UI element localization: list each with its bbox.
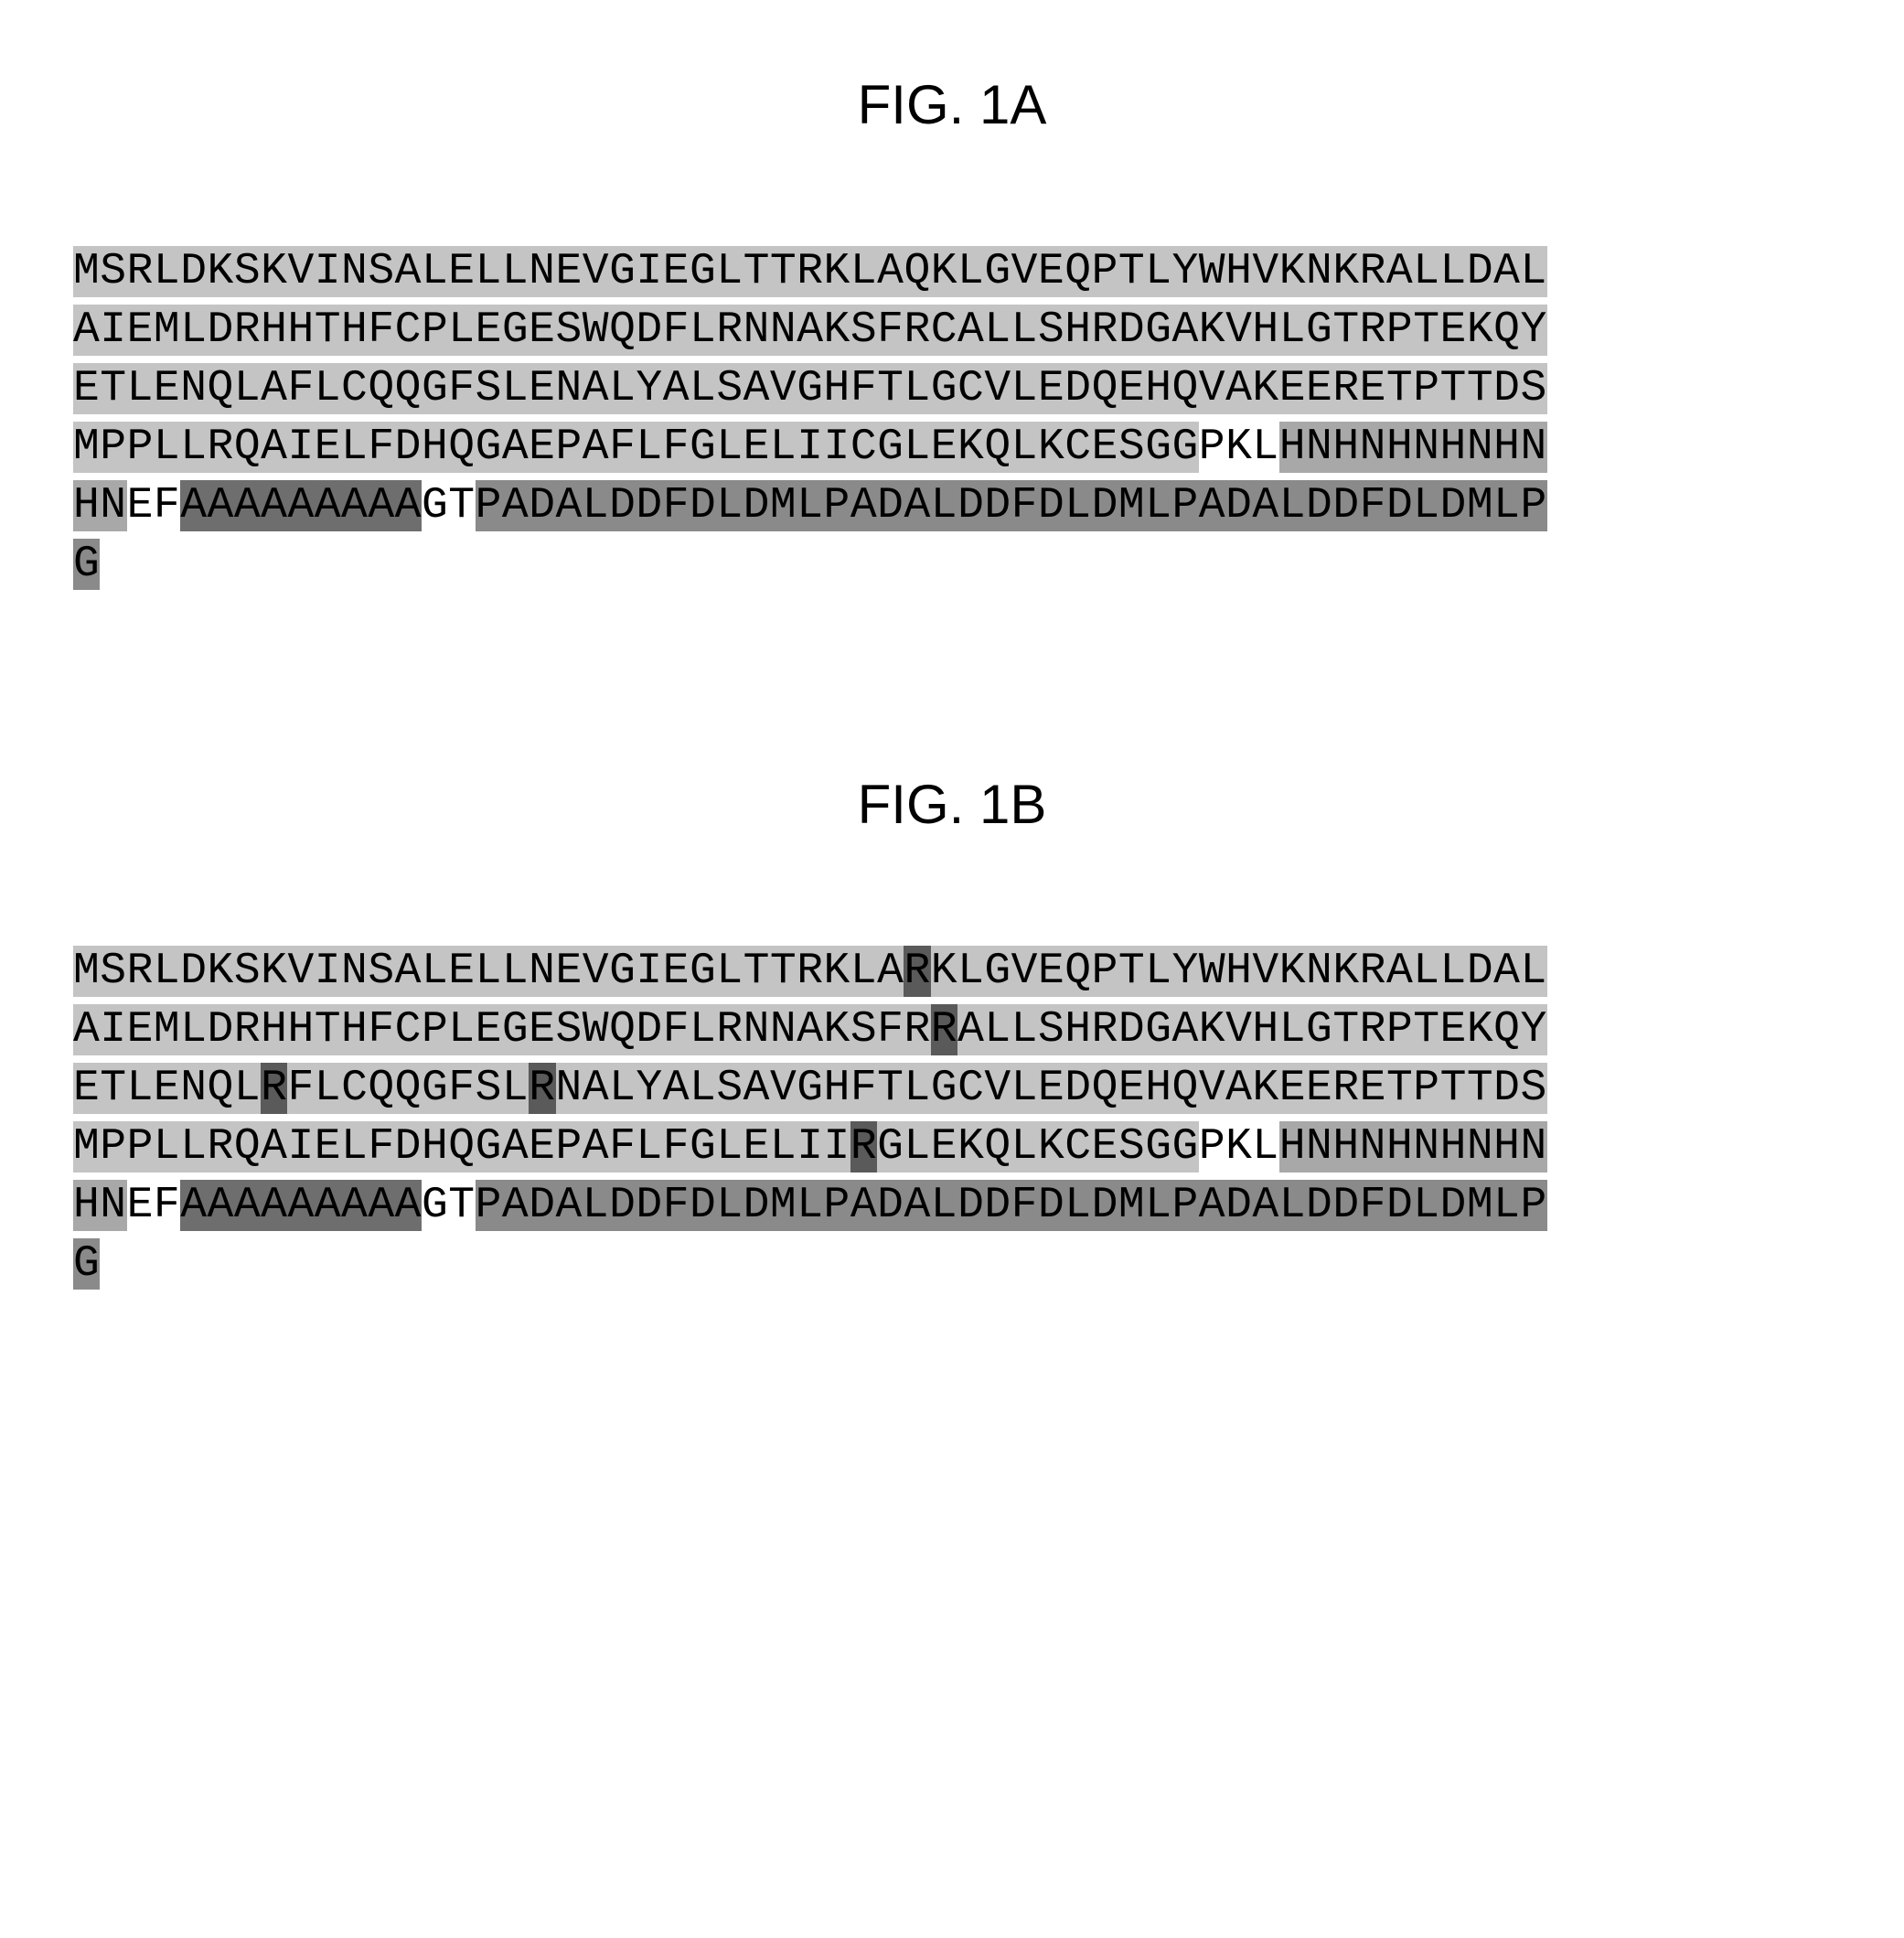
sequence-segment: R: [529, 1063, 555, 1114]
sequence-segment: ETLENQL: [73, 1063, 261, 1114]
sequence-line: AIEMLDRHHTHFCPLEGESWQDFLRNNAKSFRCALLSHRD…: [73, 305, 1831, 356]
sequence-line: ETLENQLAFLCQQGFSLENALYALSAVGHFTLGCVLEDQE…: [73, 363, 1831, 414]
figure-1b-sequence: MSRLDKSKVINSALELLNEVGIEGLTTRKLARKLGVEQPT…: [73, 946, 1831, 1290]
sequence-segment: MPPLLRQAIELFDHQGAEPAFLFGLELIICGLEKQLKCES…: [73, 422, 1199, 473]
sequence-segment: KLGVEQPTLYWHVKNKRALLDAL: [931, 946, 1547, 997]
figure-1a-sequence: MSRLDKSKVINSALELLNEVGIEGLTTRKLAQKLGVEQPT…: [73, 246, 1831, 590]
sequence-segment: MPPLLRQAIELFDHQGAEPAFLFGLELII: [73, 1121, 850, 1172]
sequence-segment: HN: [73, 480, 127, 531]
sequence-segment: AIEMLDRHHTHFCPLEGESWQDFLRNNAKSFR: [73, 1004, 931, 1055]
sequence-segment: GT: [422, 480, 476, 531]
sequence-line: ETLENQLRFLCQQGFSLRNALYALSAVGHFTLGCVLEDQE…: [73, 1063, 1831, 1114]
sequence-segment: EF: [127, 1180, 181, 1231]
sequence-segment: GT: [422, 1180, 476, 1231]
sequence-segment: MSRLDKSKVINSALELLNEVGIEGLTTRKLA: [73, 946, 904, 997]
sequence-line: G: [73, 1238, 1831, 1290]
figure-container: FIG. 1A MSRLDKSKVINSALELLNEVGIEGLTTRKLAQ…: [0, 0, 1904, 1352]
sequence-segment: AAAAAAAAA: [180, 1180, 422, 1231]
sequence-segment: GLEKQLKCESGG: [877, 1121, 1199, 1172]
sequence-segment: MSRLDKSKVINSALELLNEVGIEGLTTRKLAQKLGVEQPT…: [73, 246, 1547, 297]
sequence-segment: HNHNHNHNHN: [1279, 422, 1547, 473]
sequence-segment: NALYALSAVGHFTLGCVLEDQEHQVAKEERETPTTDS: [556, 1063, 1547, 1114]
sequence-segment: R: [261, 1063, 287, 1114]
sequence-line: HNEFAAAAAAAAAGTPADALDDFDLDMLPADALDDFDLDM…: [73, 480, 1831, 531]
sequence-line: MSRLDKSKVINSALELLNEVGIEGLTTRKLARKLGVEQPT…: [73, 946, 1831, 997]
sequence-segment: R: [904, 946, 930, 997]
sequence-segment: R: [931, 1004, 957, 1055]
sequence-segment: PADALDDFDLDMLPADALDDFDLDMLPADALDDFDLDMLP: [476, 1180, 1547, 1231]
sequence-segment: ETLENQLAFLCQQGFSLENALYALSAVGHFTLGCVLEDQE…: [73, 363, 1547, 414]
sequence-line: MSRLDKSKVINSALELLNEVGIEGLTTRKLAQKLGVEQPT…: [73, 246, 1831, 297]
sequence-segment: HNHNHNHNHN: [1279, 1121, 1547, 1172]
sequence-line: AIEMLDRHHTHFCPLEGESWQDFLRNNAKSFRRALLSHRD…: [73, 1004, 1831, 1055]
sequence-segment: AIEMLDRHHTHFCPLEGESWQDFLRNNAKSFRCALLSHRD…: [73, 305, 1547, 356]
sequence-segment: PKL: [1199, 422, 1279, 473]
sequence-segment: EF: [127, 480, 181, 531]
sequence-segment: AAAAAAAAA: [180, 480, 422, 531]
sequence-line: G: [73, 539, 1831, 590]
figure-1b-title: FIG. 1B: [73, 773, 1831, 836]
figure-1a-title: FIG. 1A: [73, 73, 1831, 136]
sequence-line: MPPLLRQAIELFDHQGAEPAFLFGLELIICGLEKQLKCES…: [73, 422, 1831, 473]
sequence-segment: G: [73, 539, 100, 590]
sequence-line: MPPLLRQAIELFDHQGAEPAFLFGLELIIRGLEKQLKCES…: [73, 1121, 1831, 1172]
sequence-segment: ALLSHRDGAKVHLGTRPTEKQY: [957, 1004, 1547, 1055]
sequence-segment: PADALDDFDLDMLPADALDDFDLDMLPADALDDFDLDMLP: [476, 480, 1547, 531]
sequence-segment: FLCQQGFSL: [287, 1063, 529, 1114]
sequence-segment: R: [850, 1121, 877, 1172]
sequence-line: HNEFAAAAAAAAAGTPADALDDFDLDMLPADALDDFDLDM…: [73, 1180, 1831, 1231]
sequence-segment: G: [73, 1238, 100, 1290]
sequence-segment: HN: [73, 1180, 127, 1231]
sequence-segment: PKL: [1199, 1121, 1279, 1172]
